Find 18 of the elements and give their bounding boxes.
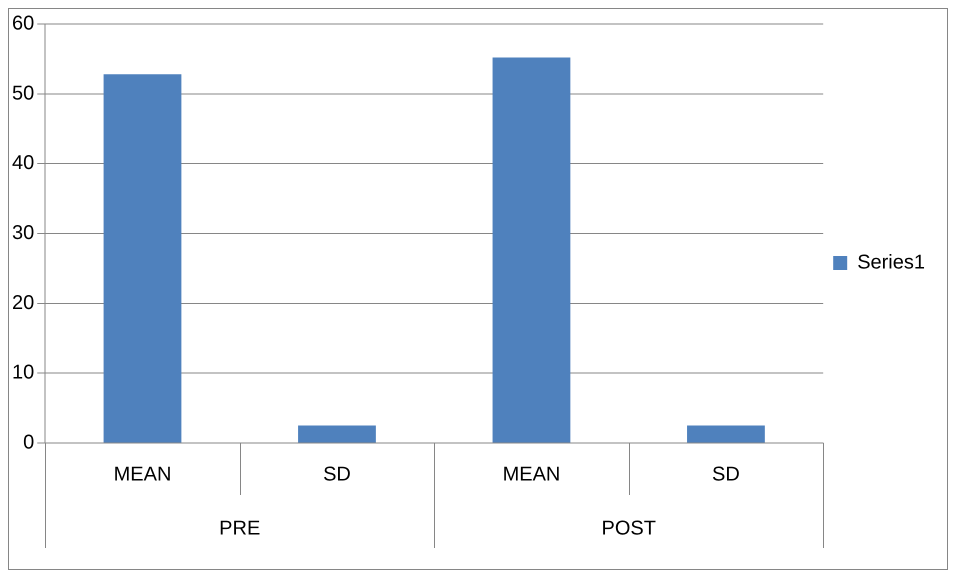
x-tick-label: MEAN: [502, 464, 560, 486]
bar: [298, 426, 376, 442]
y-tick-label: 10: [12, 362, 34, 384]
y-tick-label: 0: [23, 432, 34, 454]
y-tick-label: 30: [12, 222, 34, 244]
bar: [492, 58, 570, 442]
text: POST: [601, 518, 656, 540]
y-tick-label: 40: [12, 152, 34, 174]
legend-label: Series1: [857, 252, 925, 274]
bar: [104, 74, 182, 442]
text: PRE: [219, 518, 260, 540]
x-tick-label: MEAN: [114, 464, 172, 486]
x-tick-label: SD: [712, 464, 740, 486]
y-tick-label: 60: [12, 12, 34, 35]
y-tick-label: 20: [12, 292, 34, 314]
x-tick-label: SD: [323, 464, 351, 486]
bar: [687, 426, 765, 442]
y-tick-label: 50: [12, 82, 34, 104]
